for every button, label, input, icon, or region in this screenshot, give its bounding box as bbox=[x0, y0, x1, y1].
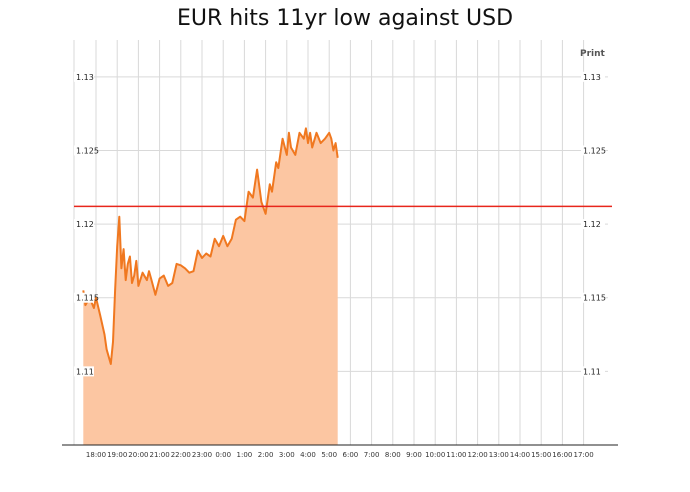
x-tick-label: 15:00 bbox=[531, 451, 551, 459]
x-tick-label: 20:00 bbox=[128, 451, 148, 459]
y-tick-label-right: 1.11 bbox=[583, 367, 601, 376]
plot-area bbox=[82, 127, 339, 445]
y-tick-label-left: 1.13 bbox=[76, 73, 94, 82]
x-tick-label: 0:00 bbox=[215, 451, 231, 459]
x-tick-label: 17:00 bbox=[574, 451, 594, 459]
x-tick-label: 1:00 bbox=[237, 451, 253, 459]
y-tick-label-left: 1.12 bbox=[76, 220, 94, 229]
y-tick-bg bbox=[581, 71, 605, 82]
x-tick-label: 7:00 bbox=[364, 451, 380, 459]
y-tick-label-right: 1.13 bbox=[583, 73, 601, 82]
print-link[interactable]: Print bbox=[580, 49, 606, 59]
x-tick-label: 14:00 bbox=[510, 451, 530, 459]
y-tick-bg bbox=[74, 145, 94, 156]
y-tick-bg bbox=[74, 366, 94, 377]
price-line bbox=[82, 127, 339, 365]
x-tick-label: 10:00 bbox=[425, 451, 445, 459]
x-tick-label: 4:00 bbox=[300, 451, 316, 459]
y-tick-label-left: 1.125 bbox=[76, 146, 99, 155]
y-tick-bg bbox=[74, 292, 94, 303]
x-tick-label: 23:00 bbox=[192, 451, 212, 459]
x-tick-label: 18:00 bbox=[86, 451, 106, 459]
y-tick-bg bbox=[74, 219, 94, 230]
axes: 1.11 1.11 1.115 1.115 1.12 1.12 1.125 1.125 1.13… bbox=[62, 71, 618, 459]
x-tick-label: 16:00 bbox=[552, 451, 572, 459]
y-tick-bg bbox=[581, 145, 605, 156]
y-tick-label-right: 1.125 bbox=[583, 146, 606, 155]
x-tick-label: 11:00 bbox=[446, 451, 466, 459]
x-tick-label: 12:00 bbox=[468, 451, 488, 459]
x-tick-label: 8:00 bbox=[385, 451, 401, 459]
x-tick-label: 5:00 bbox=[321, 451, 337, 459]
x-tick-label: 21:00 bbox=[150, 451, 170, 459]
y-tick-label-left: 1.11 bbox=[76, 367, 94, 376]
y-tick-label-right: 1.115 bbox=[583, 294, 606, 303]
x-tick-label: 6:00 bbox=[343, 451, 359, 459]
x-tick-label: 13:00 bbox=[489, 451, 509, 459]
x-tick-label: 3:00 bbox=[279, 451, 295, 459]
y-tick-bg bbox=[581, 366, 605, 377]
x-tick-label: 22:00 bbox=[171, 451, 191, 459]
x-tick-label: 19:00 bbox=[107, 451, 127, 459]
x-tick-label: 2:00 bbox=[258, 451, 274, 459]
chart-title: EUR hits 11yr low against USD bbox=[176, 6, 514, 31]
y-tick-label-left: 1.115 bbox=[76, 294, 99, 303]
y-tick-bg bbox=[581, 292, 605, 303]
area-fill bbox=[83, 128, 338, 445]
y-tick-bg bbox=[581, 219, 605, 230]
x-tick-label: 9:00 bbox=[406, 451, 422, 459]
y-tick-label-right: 1.12 bbox=[583, 220, 601, 229]
y-tick-bg bbox=[74, 71, 94, 82]
